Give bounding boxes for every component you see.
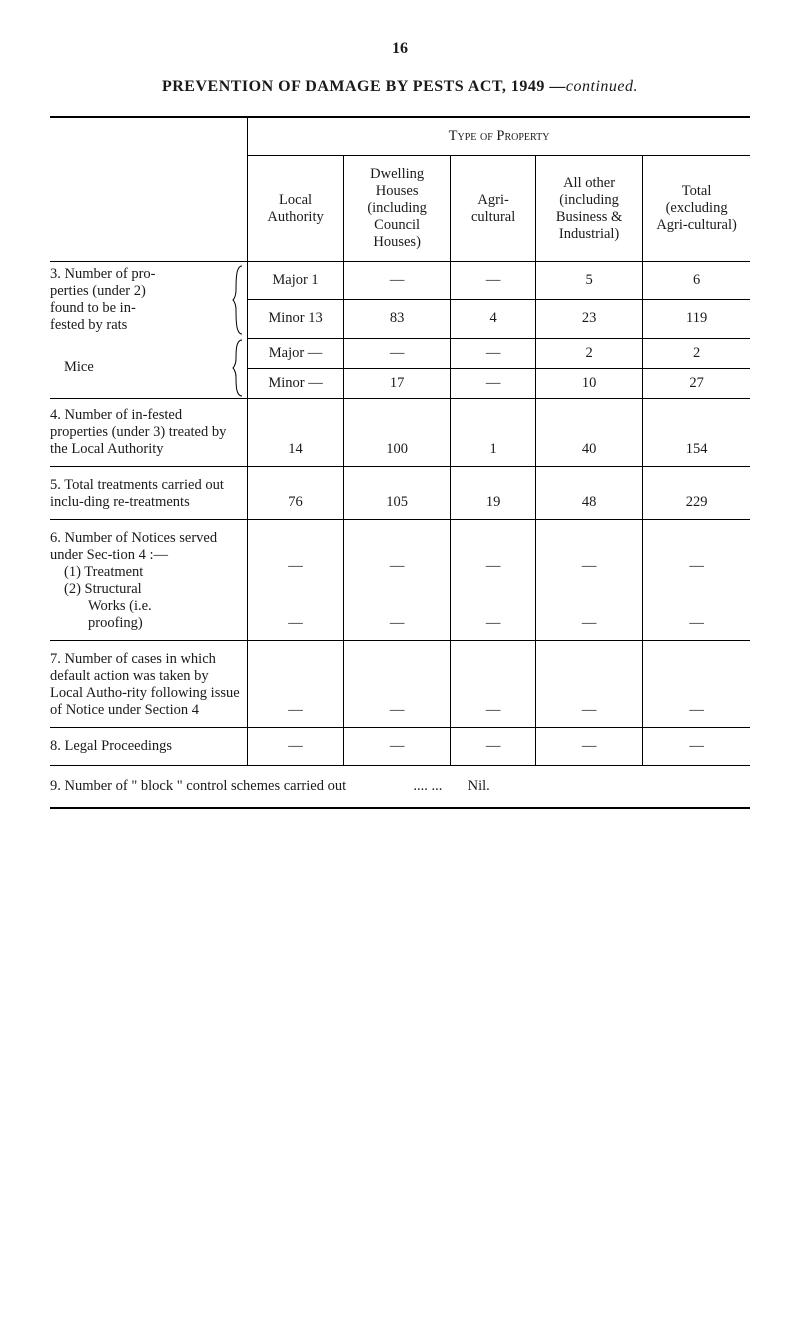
row6-sub2: (2) Structural Works (i.e. proofing) [50,581,248,641]
title-main: PREVENTION OF DAMAGE BY PESTS ACT, 1949 [162,78,545,95]
row9-value: Nil. [468,778,490,794]
row3-major1-label: Major 1 [248,262,344,300]
cell: — [344,519,451,581]
cell: — [535,640,642,727]
cell: — [451,581,536,641]
row9-label: 9. Number of " block " control schemes c… [50,778,346,794]
row6-sub2a: (2) Structural [50,581,142,597]
title-sep: — [545,78,566,95]
cell: — [451,727,536,765]
row3-line4: fested by rats [50,317,127,333]
cell: — [643,519,750,581]
col-agricultural: Agri-cultural [451,156,536,262]
cell: 100 [344,398,451,466]
brace-icon [232,338,248,398]
col-dwelling: Dwelling Houses (including Council House… [344,156,451,262]
cell: 19 [451,466,536,519]
cell: — [248,727,344,765]
row6-sub2c: proofing) [50,615,143,631]
cell: 119 [643,300,750,338]
cell: — [451,519,536,581]
cell: 5 [535,262,642,300]
cell: 1 [451,398,536,466]
cell: — [643,727,750,765]
cell: — [344,727,451,765]
row7-label: 7. Number of cases in which default acti… [50,640,248,727]
row3-line2: perties (under 2) [50,283,146,299]
col-total: Total (excluding Agri-cultural) [643,156,750,262]
mice-text: Mice [64,359,94,375]
cell: — [248,640,344,727]
row9-dots: .... ... [413,778,442,794]
title-continued: continued. [566,78,638,95]
row3-line3: found to be in- [50,300,136,316]
cell: 14 [248,398,344,466]
row6-sub2b: Works (i.e. [50,598,152,614]
row6-label-head: 6. Number of Notices served under Sec-ti… [50,519,248,581]
cell: 4 [451,300,536,338]
cell: — [344,262,451,300]
cell: 2 [535,338,642,368]
pests-act-table: Type of Property Local Authority Dwellin… [50,116,750,809]
type-of-property-header: Type of Property [248,117,750,156]
row3-minor-label: Minor — [248,368,344,398]
row3-major-label: Major — [248,338,344,368]
row3-mice-label: Mice [50,338,232,398]
cell: 40 [535,398,642,466]
cell: — [248,519,344,581]
document-title: PREVENTION OF DAMAGE BY PESTS ACT, 1949 … [50,78,750,96]
cell: — [451,338,536,368]
col-local-authority: Local Authority [248,156,344,262]
cell: 27 [643,368,750,398]
cell: 229 [643,466,750,519]
col-other: All other (including Business & Industri… [535,156,642,262]
cell: — [451,640,536,727]
cell: — [451,368,536,398]
cell: 154 [643,398,750,466]
cell: — [535,519,642,581]
cell: 17 [344,368,451,398]
cell: 10 [535,368,642,398]
cell: — [344,640,451,727]
cell: 76 [248,466,344,519]
cell: — [344,581,451,641]
brace-icon [232,262,248,339]
cell: 105 [344,466,451,519]
row3-rats-label: 3. Number of pro- perties (under 2) foun… [50,262,232,339]
blank-cell [50,117,248,156]
page-number: 16 [50,40,750,58]
row3-minor13-label: Minor 13 [248,300,344,338]
cell: 48 [535,466,642,519]
cell: — [535,727,642,765]
row3-line1: 3. Number of pro- [50,266,156,282]
cell: 83 [344,300,451,338]
row8-label: 8. Legal Proceedings [50,727,248,765]
cell: 2 [643,338,750,368]
row4-label: 4. Number of in-fested properties (under… [50,398,248,466]
cell: 6 [643,262,750,300]
cell: — [643,640,750,727]
row6-sub1: (1) Treatment [50,564,143,580]
cell: — [451,262,536,300]
cell: — [248,581,344,641]
cell: — [643,581,750,641]
cell: — [344,338,451,368]
cell: — [535,581,642,641]
row6-head-text: 6. Number of Notices served under Sec-ti… [50,530,217,563]
row5-label: 5. Total treatments carried out inclu-di… [50,466,248,519]
blank-cell [50,156,248,262]
cell: 23 [535,300,642,338]
row9: 9. Number of " block " control schemes c… [50,765,750,808]
